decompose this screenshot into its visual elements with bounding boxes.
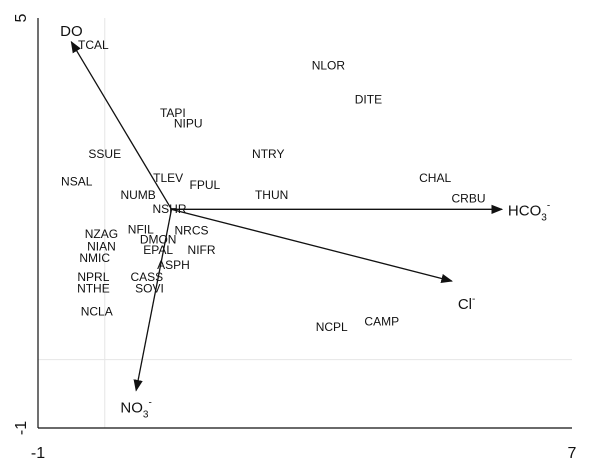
species-label-camp: CAMP: [364, 315, 399, 329]
vector-arrow-cl: [171, 208, 453, 284]
species-label-nfil: NFIL: [128, 222, 154, 236]
axes: [37, 18, 572, 429]
species-label-nshr: NSHR: [152, 202, 186, 216]
species-label-sovi: SOVI: [135, 282, 164, 296]
species-label-cass: CASS: [130, 270, 163, 284]
species-label-nzag: NZAG: [85, 227, 118, 241]
species-label-nprl: NPRL: [77, 270, 109, 284]
species-label-numb: NUMB: [120, 188, 155, 202]
vector-label-hco: HCO3-: [508, 200, 550, 223]
species-label-nthe: NTHE: [77, 282, 110, 296]
species-label-ntry: NTRY: [252, 147, 284, 161]
species-label-nmic: NMIC: [79, 251, 110, 265]
species-label-nifr: NIFR: [188, 243, 216, 257]
species-label-dmon: DMON: [140, 233, 177, 247]
species-label-fpul: FPUL: [190, 178, 221, 192]
vector-arrow-no: [133, 209, 173, 392]
species-label-tapi: TAPI: [160, 106, 186, 120]
tick-labels: -1 7 -1 5: [13, 13, 576, 462]
species-label-dite: DITE: [355, 92, 382, 106]
vector-arrow-do: [70, 40, 173, 210]
environmental-vectors: DO HCO3- Cl- NO3-: [60, 23, 550, 420]
reference-lines: [38, 18, 572, 428]
species-label-nian: NIAN: [87, 239, 116, 253]
species-label-tcal: TCAL: [78, 38, 109, 52]
vector-label-do: DO: [60, 23, 83, 40]
species-label-ncpl: NCPL: [316, 320, 348, 334]
species-label-nlor: NLOR: [312, 58, 346, 72]
species-label-crbu: CRBU: [452, 192, 486, 206]
y-tick-label-1: 5: [13, 13, 30, 22]
species-label-thun: THUN: [255, 188, 288, 202]
species-label-asph: ASPH: [157, 258, 190, 272]
y-tick-label-0: -1: [13, 421, 30, 435]
x-tick-label-1: 7: [568, 445, 577, 462]
species-label-nipu: NIPU: [174, 116, 203, 130]
species-label-ncla: NCLA: [81, 304, 113, 318]
species-label-epal: EPAL: [143, 243, 173, 257]
species-label-ssue: SSUE: [88, 147, 121, 161]
vector-label-no: NO3-: [120, 397, 151, 420]
x-tick-label-0: -1: [31, 445, 45, 462]
species-label-tlev: TLEV: [153, 171, 183, 185]
vector-label-cl: Cl-: [458, 294, 476, 313]
species-label-nsal: NSAL: [61, 174, 93, 188]
species-label-chal: CHAL: [419, 171, 451, 185]
species-label-nrcs: NRCS: [175, 224, 209, 238]
